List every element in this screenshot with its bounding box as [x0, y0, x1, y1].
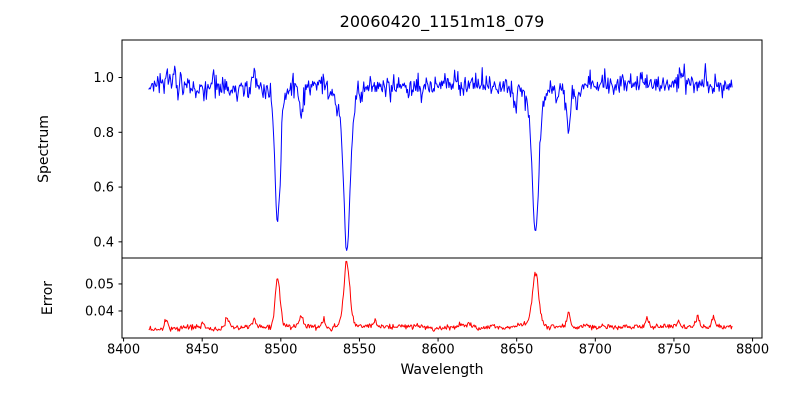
x-tick-label: 8500 [264, 343, 297, 358]
y-tick-label: 0.8 [93, 126, 114, 141]
x-tick-label: 8750 [657, 343, 690, 358]
x-tick-label: 8450 [186, 343, 219, 358]
x-tick-label: 8650 [500, 343, 533, 358]
error-axes-border [121, 257, 763, 339]
y-tick-label: 0.04 [85, 304, 114, 319]
error-y-axis-label: Error [40, 281, 56, 315]
x-tick-label: 8800 [736, 343, 769, 358]
x-tick-label: 8600 [422, 343, 455, 358]
tick-layer: 8400 8450 8500 8550 8600 8650 8700 8750 8800 1.0 0… [85, 71, 769, 357]
y-tick-label: 1.0 [93, 71, 114, 86]
chart-title: 20060420_1151m18_079 [340, 12, 545, 32]
y-tick-label: 0.6 [93, 181, 114, 196]
x-tick-label: 8700 [579, 343, 612, 358]
spectrum-y-axis-label: Spectrum [36, 115, 52, 183]
y-tick-label: 0.4 [93, 235, 114, 250]
error-line [148, 260, 733, 332]
spectrum-line [148, 63, 733, 251]
y-tick-label: 0.05 [85, 277, 114, 292]
series-layer [148, 63, 733, 332]
x-axis-label: Wavelength [400, 362, 483, 378]
x-tick-label: 8550 [343, 343, 376, 358]
spectrum-axes-border [121, 39, 763, 259]
x-tick-label: 8400 [107, 343, 140, 358]
